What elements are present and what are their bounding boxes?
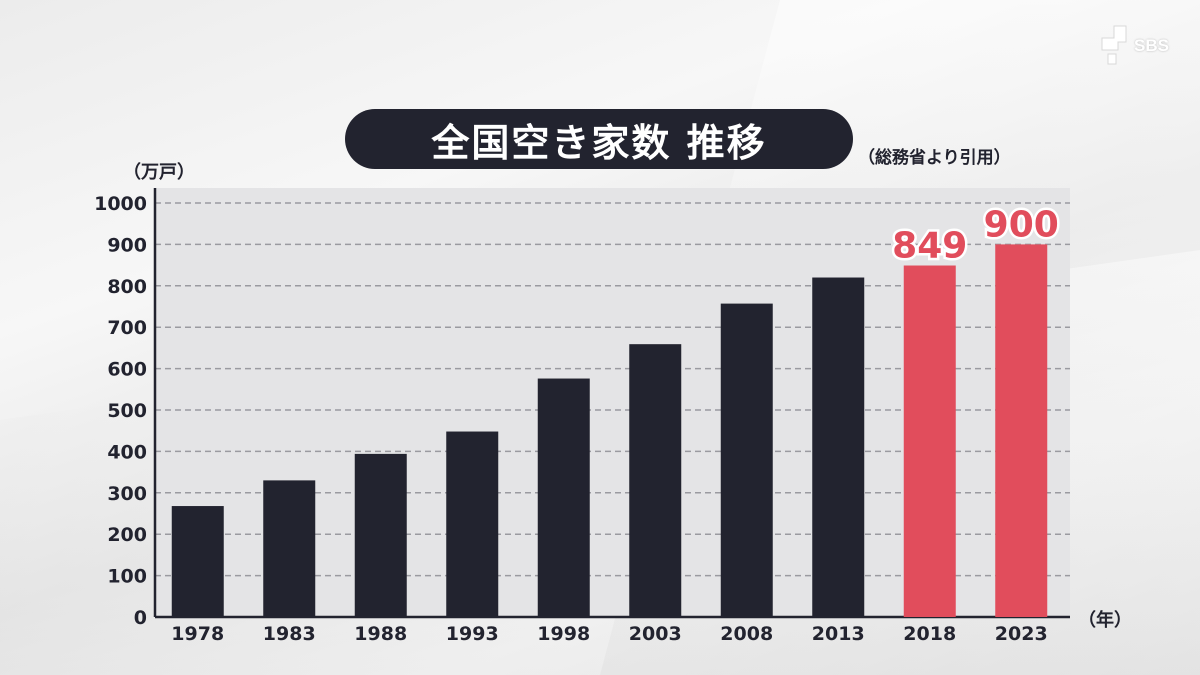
x-tick-label: 1998: [537, 623, 590, 645]
bar-1998: [537, 378, 590, 617]
y-tick-label: 600: [107, 359, 147, 381]
y-tick-label: 1000: [94, 193, 147, 215]
x-axis-label: （年）: [1078, 610, 1132, 631]
bar-2003: [629, 344, 682, 617]
y-tick-label: 400: [107, 441, 147, 463]
y-tick-label: 800: [107, 276, 147, 298]
y-tick-label: 900: [107, 234, 147, 256]
y-tick-label: 500: [107, 400, 147, 422]
bar-1993: [446, 431, 499, 617]
y-tick-label: 700: [107, 317, 147, 339]
bar-1983: [263, 480, 316, 617]
bar-2013: [812, 277, 865, 617]
bar-2023: [995, 244, 1048, 617]
x-tick-label: 2008: [720, 623, 773, 645]
x-tick-label: 2003: [629, 623, 682, 645]
x-tick-label: 1988: [354, 623, 407, 645]
x-tick-label: 2023: [995, 623, 1048, 645]
logo-text: SBS: [1134, 36, 1169, 55]
chart-title: 全国空き家数 推移: [345, 109, 853, 169]
x-tick-label: 2018: [903, 623, 956, 645]
bar-2008: [720, 303, 773, 617]
y-tick-label: 100: [107, 566, 147, 588]
sbs-logo: SBS: [1098, 24, 1169, 68]
data-label-2023: 900: [984, 204, 1059, 245]
x-tick-label: 1983: [263, 623, 316, 645]
bar-1978: [171, 506, 224, 617]
data-label-2018: 849: [892, 226, 967, 267]
source-note: （総務省より引用）: [858, 148, 1011, 168]
y-tick-label: 300: [107, 483, 147, 505]
sbs-logo-icon: [1101, 25, 1127, 65]
x-tick-label: 1993: [446, 623, 499, 645]
y-tick-label: 200: [107, 524, 147, 546]
bar-1988: [354, 453, 407, 617]
y-tick-label: 0: [134, 607, 147, 629]
bar-2018: [903, 265, 956, 617]
x-tick-label: 1978: [171, 623, 224, 645]
y-axis-label: （万戸）: [123, 162, 195, 183]
x-tick-label: 2013: [812, 623, 865, 645]
